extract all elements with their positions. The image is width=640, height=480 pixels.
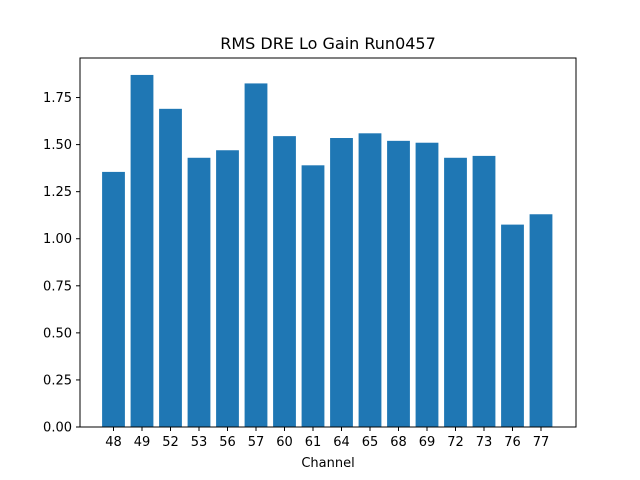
bar-channel-49	[130, 74, 154, 427]
x-tick-label: 60	[276, 435, 293, 450]
x-tick-label: 73	[476, 435, 493, 450]
x-tick-label: 77	[533, 435, 550, 450]
x-tick-label: 72	[447, 435, 464, 450]
x-tick-label: 69	[419, 435, 436, 450]
bar-channel-57	[244, 83, 268, 428]
bar-channel-72	[444, 157, 467, 427]
y-tick-label: 0.00	[43, 421, 72, 436]
x-tick-label: 64	[333, 435, 350, 450]
y-tick-label: 1.25	[43, 185, 72, 200]
bar-channel-65	[358, 133, 382, 427]
chart-title: RMS DRE Lo Gain Run0457	[220, 34, 436, 53]
bar-channel-68	[387, 140, 410, 427]
x-tick-label: 52	[162, 435, 179, 450]
x-tick-label: 57	[248, 435, 265, 450]
x-tick-label: 53	[191, 435, 208, 450]
x-axis: 48 49 52 53 56 57 60 61 64 65 68 69 72 73 76 77	[105, 427, 549, 450]
y-tick-label: 0.75	[43, 279, 72, 294]
bar-channel-48	[102, 171, 125, 427]
bar-channel-56	[216, 150, 239, 427]
bar-channel-53	[187, 157, 211, 427]
y-tick-label: 0.25	[43, 373, 72, 388]
x-axis-label: Channel	[301, 456, 354, 471]
bar-channel-77	[529, 214, 553, 427]
y-tick-label: 1.75	[43, 91, 72, 106]
y-axis: 0.00 0.25 0.50 0.75 1.00 1.25 1.50 1.75	[43, 91, 80, 436]
bar-channel-61	[301, 165, 325, 427]
y-tick-label: 0.50	[43, 326, 72, 341]
y-tick-label: 1.00	[43, 232, 72, 247]
bar-channel-52	[159, 108, 182, 427]
y-tick-label: 1.50	[43, 138, 72, 153]
bar-channel-69	[415, 142, 439, 427]
bar-channel-73	[472, 155, 496, 427]
x-tick-label: 65	[362, 435, 379, 450]
bars-group	[102, 74, 553, 428]
x-tick-label: 49	[134, 435, 151, 450]
x-tick-label: 48	[105, 435, 122, 450]
x-tick-label: 61	[305, 435, 322, 450]
x-tick-label: 76	[504, 435, 521, 450]
bar-channel-76	[501, 224, 524, 427]
plot-frame	[79, 57, 577, 428]
x-tick-label: 56	[219, 435, 236, 450]
bar-channel-60	[273, 136, 296, 427]
x-tick-label: 68	[390, 435, 407, 450]
bar-channel-64	[330, 138, 353, 427]
